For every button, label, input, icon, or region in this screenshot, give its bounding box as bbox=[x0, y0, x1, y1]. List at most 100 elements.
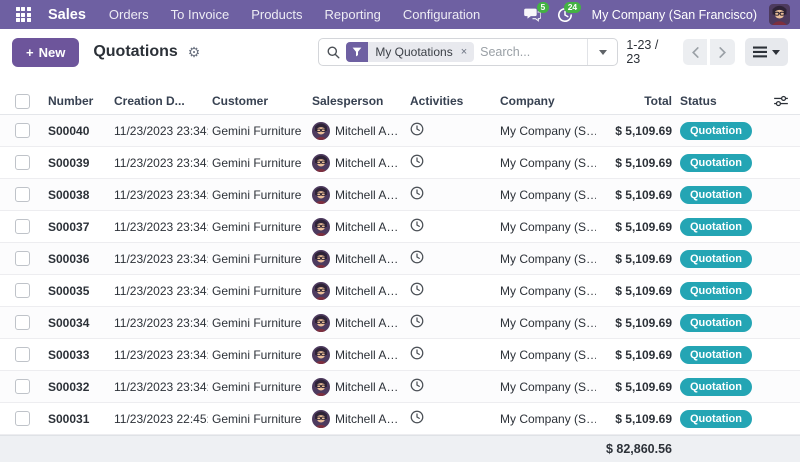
row-creation-date: 11/23/2023 23:34:0 bbox=[114, 379, 208, 394]
new-button[interactable]: + New bbox=[12, 37, 80, 67]
menu-orders[interactable]: Orders bbox=[108, 7, 149, 22]
row-checkbox[interactable] bbox=[14, 283, 30, 298]
row-total: $ 5,109.69 bbox=[615, 251, 672, 266]
header-activities[interactable]: Activities bbox=[410, 94, 464, 108]
salesperson-name: Mitchell Ad… bbox=[335, 251, 402, 266]
row-activities bbox=[406, 346, 496, 363]
table-row[interactable]: S00038 11/23/2023 23:34:1 Gemini Furnitu… bbox=[0, 179, 800, 211]
activity-clock-icon[interactable] bbox=[410, 154, 424, 171]
table-row[interactable]: S00031 11/23/2023 22:45:4 Gemini Furnitu… bbox=[0, 403, 800, 435]
activity-clock-icon[interactable] bbox=[410, 346, 424, 363]
row-checkbox[interactable] bbox=[14, 379, 30, 394]
row-checkbox[interactable] bbox=[14, 251, 30, 266]
header-salesperson[interactable]: Salesperson bbox=[312, 94, 384, 108]
table-row[interactable]: S00034 11/23/2023 23:34:0 Gemini Furnitu… bbox=[0, 307, 800, 339]
table-row[interactable]: S00035 11/23/2023 23:34:0 Gemini Furnitu… bbox=[0, 275, 800, 307]
row-salesperson: Mitchell Ad… bbox=[308, 281, 406, 300]
row-company: My Company (S… bbox=[500, 123, 596, 138]
filter-remove-icon[interactable]: × bbox=[460, 46, 468, 58]
row-checkbox[interactable] bbox=[14, 347, 30, 362]
table-row[interactable]: S00037 11/23/2023 23:34:0 Gemini Furnitu… bbox=[0, 211, 800, 243]
table-header-row: Number Creation D... Customer Salesperso… bbox=[0, 88, 800, 115]
menu-to-invoice[interactable]: To Invoice bbox=[170, 7, 230, 22]
row-creation-date: 11/23/2023 23:34:0 bbox=[114, 283, 208, 298]
table-row[interactable]: S00033 11/23/2023 23:34:0 Gemini Furnitu… bbox=[0, 339, 800, 371]
salesperson-avatar bbox=[312, 121, 330, 140]
filter-facet-label: My Quotations bbox=[375, 45, 453, 59]
activity-clock-icon[interactable] bbox=[410, 314, 424, 331]
filter-facet[interactable]: My Quotations × bbox=[346, 42, 475, 62]
row-number: S00034 bbox=[48, 315, 90, 330]
salesperson-name: Mitchell Ad… bbox=[335, 379, 402, 394]
row-customer: Gemini Furniture bbox=[212, 347, 302, 362]
row-checkbox[interactable] bbox=[14, 219, 30, 234]
row-number: S00035 bbox=[48, 283, 90, 298]
menu-reporting[interactable]: Reporting bbox=[324, 7, 381, 22]
search-bar[interactable]: My Quotations × bbox=[318, 38, 619, 66]
select-all-checkbox[interactable] bbox=[14, 93, 30, 109]
header-creation-date[interactable]: Creation D... bbox=[114, 94, 185, 108]
salesperson-name: Mitchell Ad… bbox=[335, 411, 402, 426]
header-customer[interactable]: Customer bbox=[212, 94, 269, 108]
messages-icon[interactable]: 5 bbox=[520, 1, 549, 27]
salesperson-name: Mitchell Ad… bbox=[335, 315, 402, 330]
footer-total-sum: $ 82,860.56 bbox=[605, 442, 672, 456]
salesperson-name: Mitchell Ad… bbox=[335, 283, 402, 298]
gear-icon[interactable]: ⚙ bbox=[187, 43, 201, 60]
table-row[interactable]: S00039 11/23/2023 23:34:1 Gemini Furnitu… bbox=[0, 147, 800, 179]
activities-count-badge: 24 bbox=[564, 1, 581, 13]
quotations-list: Number Creation D... Customer Salesperso… bbox=[0, 88, 800, 462]
menu-products[interactable]: Products bbox=[251, 7, 303, 22]
pager-previous-button[interactable] bbox=[682, 39, 708, 65]
row-activities bbox=[406, 282, 496, 299]
activity-clock-icon[interactable] bbox=[410, 378, 424, 395]
activities-icon[interactable]: 24 bbox=[552, 1, 581, 27]
row-checkbox[interactable] bbox=[14, 155, 30, 170]
row-total: $ 5,109.69 bbox=[615, 283, 672, 298]
app-name[interactable]: Sales bbox=[48, 6, 86, 23]
row-creation-date: 11/23/2023 23:34:1 bbox=[114, 155, 208, 170]
apps-menu-icon[interactable] bbox=[10, 4, 36, 26]
activity-clock-icon[interactable] bbox=[410, 186, 424, 203]
row-checkbox[interactable] bbox=[14, 315, 30, 330]
row-number: S00038 bbox=[48, 187, 90, 202]
activity-clock-icon[interactable] bbox=[410, 250, 424, 267]
row-company: My Company (S… bbox=[500, 251, 596, 266]
row-activities bbox=[406, 218, 496, 235]
row-creation-date: 11/23/2023 23:34:0 bbox=[114, 219, 208, 234]
table-row[interactable]: S00032 11/23/2023 23:34:0 Gemini Furnitu… bbox=[0, 371, 800, 403]
row-activities bbox=[406, 122, 496, 139]
salesperson-avatar bbox=[312, 409, 330, 428]
search-dropdown-toggle[interactable] bbox=[587, 39, 617, 65]
row-activities bbox=[406, 154, 496, 171]
filter-funnel-icon bbox=[346, 42, 369, 62]
status-badge: Quotation bbox=[680, 121, 752, 140]
menu-configuration[interactable]: Configuration bbox=[402, 7, 481, 22]
row-checkbox[interactable] bbox=[14, 123, 30, 138]
row-checkbox[interactable] bbox=[14, 411, 30, 426]
pager-range[interactable]: 1-23 / 23 bbox=[626, 38, 659, 66]
table-row[interactable]: S00036 11/23/2023 23:34:0 Gemini Furnitu… bbox=[0, 243, 800, 275]
activity-clock-icon[interactable] bbox=[410, 410, 424, 427]
pager-next-button[interactable] bbox=[710, 39, 735, 65]
row-customer: Gemini Furniture bbox=[212, 315, 302, 330]
header-company[interactable]: Company bbox=[500, 94, 555, 108]
row-creation-date: 11/23/2023 23:34:0 bbox=[114, 315, 208, 330]
table-row[interactable]: S00040 11/23/2023 23:34:1 Gemini Furnitu… bbox=[0, 115, 800, 147]
search-input[interactable] bbox=[474, 45, 588, 59]
company-switcher[interactable]: My Company (San Francisco) bbox=[591, 7, 757, 22]
row-total: $ 5,109.69 bbox=[615, 379, 672, 394]
header-total[interactable]: Total bbox=[644, 94, 672, 108]
row-total: $ 5,109.69 bbox=[615, 411, 672, 426]
activity-clock-icon[interactable] bbox=[410, 218, 424, 235]
optional-columns-icon[interactable] bbox=[762, 95, 800, 107]
header-status[interactable]: Status bbox=[680, 94, 717, 108]
header-number[interactable]: Number bbox=[48, 94, 94, 108]
row-checkbox[interactable] bbox=[14, 187, 30, 202]
activity-clock-icon[interactable] bbox=[410, 282, 424, 299]
view-switcher-button[interactable] bbox=[745, 38, 788, 66]
row-company: My Company (S… bbox=[500, 347, 596, 362]
user-avatar[interactable] bbox=[769, 4, 790, 25]
activity-clock-icon[interactable] bbox=[410, 122, 424, 139]
row-customer: Gemini Furniture bbox=[212, 283, 302, 298]
